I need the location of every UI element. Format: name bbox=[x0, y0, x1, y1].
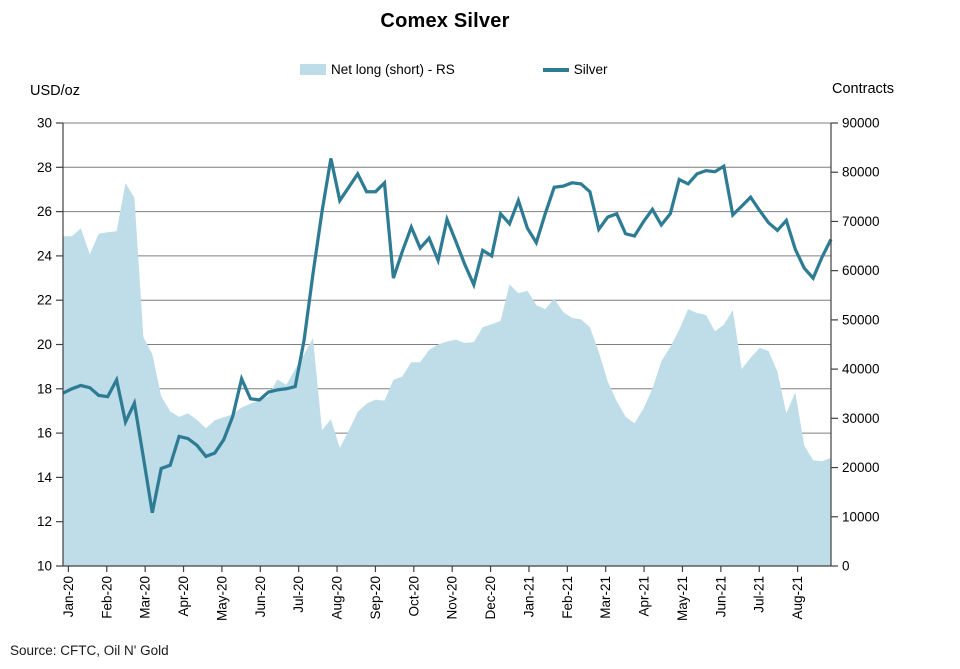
x-axis-tick-label: May-21 bbox=[675, 576, 690, 621]
legend-label-silver: Silver bbox=[573, 62, 608, 77]
netlong-area-series bbox=[63, 183, 831, 566]
x-axis-tick-label: Feb-21 bbox=[560, 576, 575, 619]
x-axis-tick-label: May-20 bbox=[214, 576, 229, 621]
right-axis-unit: Contracts bbox=[832, 81, 895, 97]
silver-line-series bbox=[62, 158, 833, 514]
legend-item-silver: Silver bbox=[542, 62, 608, 77]
right-axis-tick-label: 50000 bbox=[842, 312, 880, 327]
right-axis-tick-label: 70000 bbox=[842, 214, 880, 229]
x-axis-tick-label: Jun-20 bbox=[253, 576, 268, 617]
x-axis-tick-label: Apr-21 bbox=[637, 576, 652, 617]
x-axis-tick-label: Dec-20 bbox=[483, 576, 498, 620]
left-axis-tick-label: 26 bbox=[37, 204, 52, 219]
line-swatch-icon bbox=[542, 67, 569, 72]
right-axis-tick-label: 60000 bbox=[842, 263, 880, 278]
area-swatch-icon bbox=[300, 64, 326, 75]
right-axis-tick-label: 20000 bbox=[842, 460, 880, 475]
left-axis-tick-label: 18 bbox=[37, 381, 52, 396]
x-axis-tick-label: Sep-20 bbox=[368, 576, 383, 620]
x-axis-tick-label: Mar-21 bbox=[598, 576, 613, 619]
left-axis-tick-label: 24 bbox=[37, 248, 53, 263]
source-note: Source: CFTC, Oil N' Gold bbox=[10, 643, 169, 658]
left-axis-tick-label: 16 bbox=[37, 426, 52, 441]
right-axis-tick-label: 30000 bbox=[842, 411, 880, 426]
left-axis-tick-label: 30 bbox=[37, 116, 52, 131]
legend-item-netlong: Net long (short) - RS bbox=[300, 62, 455, 77]
x-axis-tick-label: Mar-20 bbox=[138, 576, 153, 619]
x-axis-tick-label: Feb-20 bbox=[99, 576, 114, 619]
left-axis-tick-label: 28 bbox=[37, 160, 52, 175]
x-axis-tick-label: Aug-20 bbox=[330, 576, 345, 620]
left-axis-unit: USD/oz bbox=[30, 83, 80, 99]
x-axis-tick-label: Aug-21 bbox=[790, 576, 805, 620]
left-axis-tick-label: 12 bbox=[37, 514, 52, 529]
right-axis-tick-label: 10000 bbox=[842, 509, 880, 524]
right-axis-tick-label: 90000 bbox=[842, 116, 880, 131]
chart-title: Comex Silver bbox=[380, 10, 510, 32]
right-axis-tick-label: 0 bbox=[842, 559, 850, 574]
x-axis-tick-label: Oct-20 bbox=[406, 576, 421, 617]
legend-label-netlong: Net long (short) - RS bbox=[331, 62, 455, 77]
left-axis-tick-label: 20 bbox=[37, 337, 52, 352]
left-axis-tick-label: 14 bbox=[37, 470, 53, 485]
legend: Net long (short) - RS Silver bbox=[300, 62, 608, 77]
x-axis-tick-label: Jan-21 bbox=[521, 576, 536, 617]
x-axis-tick-label: Nov-20 bbox=[445, 576, 460, 620]
x-axis-tick-label: Jan-20 bbox=[61, 576, 76, 617]
x-axis-tick-label: Jul-20 bbox=[291, 576, 306, 613]
x-axis-tick-label: Jun-21 bbox=[713, 576, 728, 617]
left-axis-tick-label: 22 bbox=[37, 293, 52, 308]
left-axis-tick-label: 10 bbox=[37, 559, 52, 574]
x-axis-tick-label: Apr-20 bbox=[176, 576, 191, 617]
x-axis-tick-label: Jul-21 bbox=[752, 576, 767, 613]
right-axis-tick-label: 40000 bbox=[842, 362, 880, 377]
right-axis-tick-label: 80000 bbox=[842, 165, 880, 180]
